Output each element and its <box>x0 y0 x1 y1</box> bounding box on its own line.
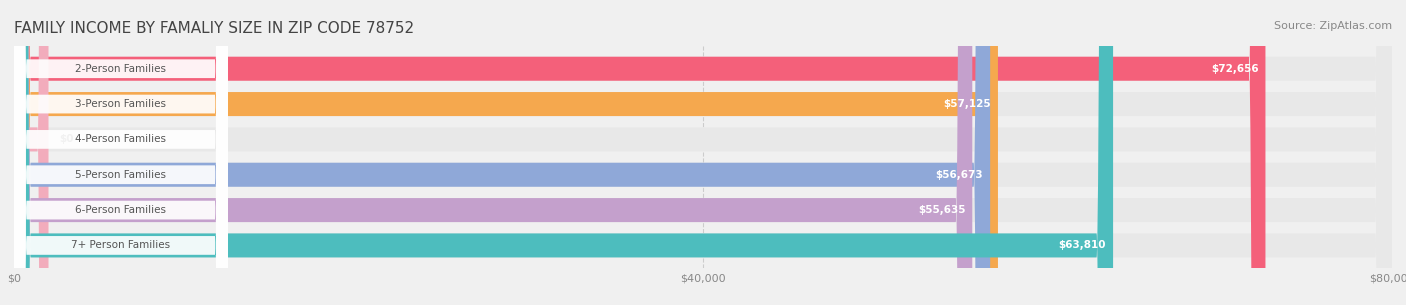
Text: 6-Person Families: 6-Person Families <box>76 205 166 215</box>
FancyBboxPatch shape <box>14 0 990 305</box>
Text: 5-Person Families: 5-Person Families <box>76 170 166 180</box>
FancyBboxPatch shape <box>14 0 1265 305</box>
FancyBboxPatch shape <box>14 0 228 305</box>
Text: 7+ Person Families: 7+ Person Families <box>72 240 170 250</box>
FancyBboxPatch shape <box>14 0 1392 305</box>
Text: 4-Person Families: 4-Person Families <box>76 135 166 144</box>
FancyBboxPatch shape <box>14 0 228 305</box>
Text: 3-Person Families: 3-Person Families <box>76 99 166 109</box>
FancyBboxPatch shape <box>14 0 1392 305</box>
FancyBboxPatch shape <box>14 0 228 305</box>
Text: $0: $0 <box>59 135 75 144</box>
Text: Source: ZipAtlas.com: Source: ZipAtlas.com <box>1274 21 1392 31</box>
FancyBboxPatch shape <box>14 0 228 305</box>
FancyBboxPatch shape <box>14 0 1114 305</box>
Text: 2-Person Families: 2-Person Families <box>76 64 166 74</box>
FancyBboxPatch shape <box>14 0 973 305</box>
Text: $55,635: $55,635 <box>918 205 966 215</box>
FancyBboxPatch shape <box>14 0 1392 305</box>
Text: $72,656: $72,656 <box>1211 64 1258 74</box>
FancyBboxPatch shape <box>14 0 228 305</box>
FancyBboxPatch shape <box>14 0 228 305</box>
Text: FAMILY INCOME BY FAMALIY SIZE IN ZIP CODE 78752: FAMILY INCOME BY FAMALIY SIZE IN ZIP COD… <box>14 21 415 36</box>
FancyBboxPatch shape <box>14 0 1392 305</box>
Text: $63,810: $63,810 <box>1059 240 1107 250</box>
Text: $57,125: $57,125 <box>943 99 991 109</box>
FancyBboxPatch shape <box>14 0 48 305</box>
Text: $56,673: $56,673 <box>935 170 983 180</box>
FancyBboxPatch shape <box>14 0 1392 305</box>
FancyBboxPatch shape <box>14 0 998 305</box>
FancyBboxPatch shape <box>14 0 1392 305</box>
